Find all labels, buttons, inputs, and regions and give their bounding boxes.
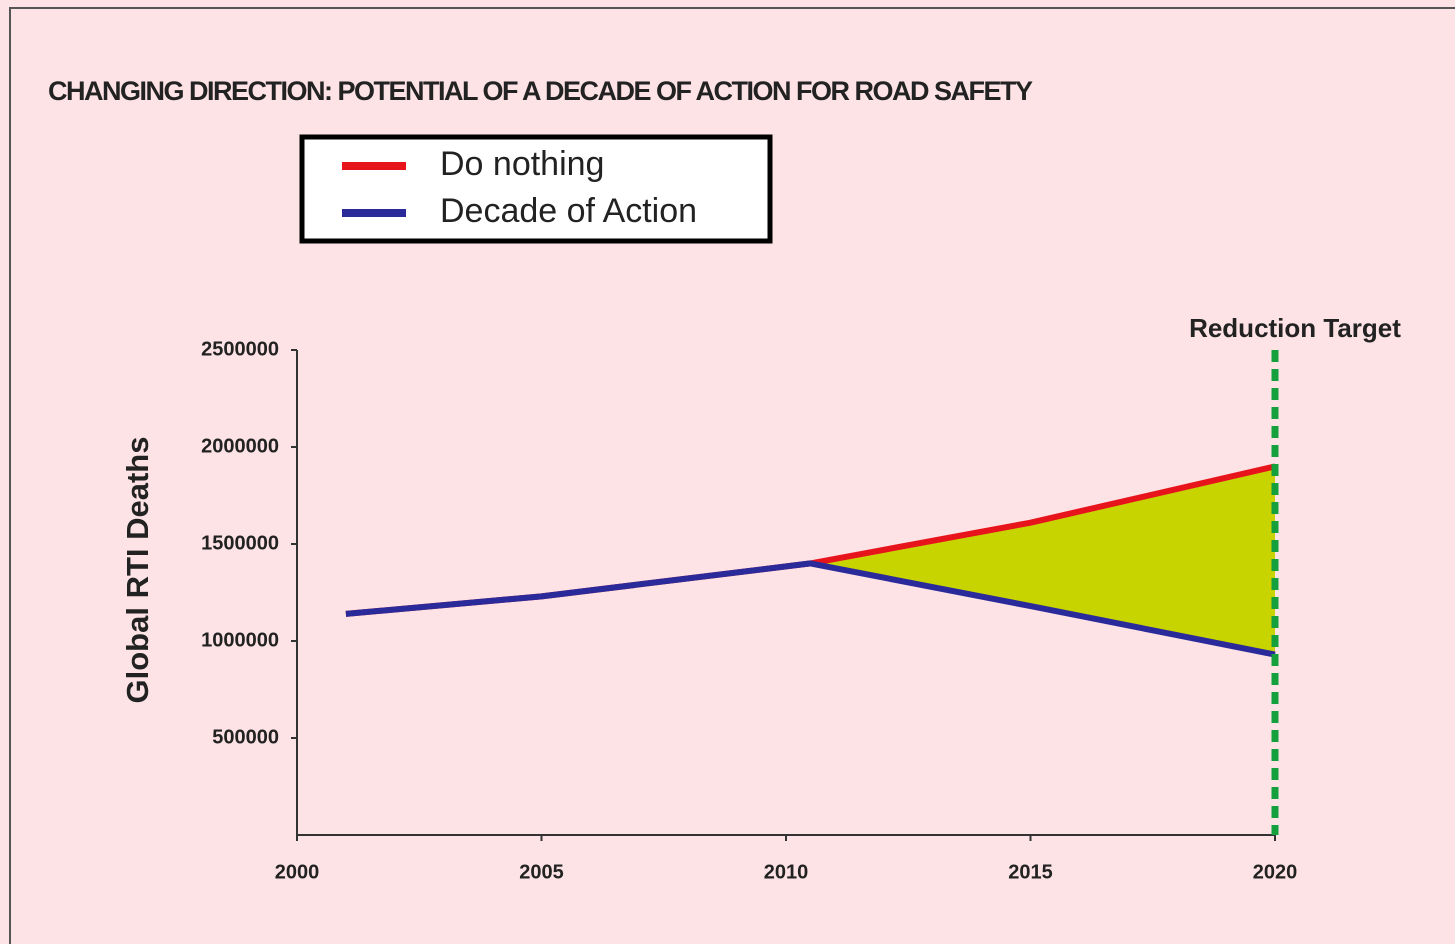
series-line [345, 560, 1276, 658]
x-tick-label: 2000 [275, 861, 320, 883]
y-tick-label: 2000000 [201, 435, 279, 457]
x-tick-label: 2020 [1253, 861, 1298, 883]
reference-label: Reduction Target [1189, 313, 1401, 343]
legend [299, 134, 773, 244]
legend-label: Do nothing [440, 145, 604, 183]
y-tick-label: 1500000 [201, 532, 279, 554]
y-tick-label: 500000 [212, 726, 279, 748]
chart-title: CHANGING DIRECTION: POTENTIAL OF A DECAD… [48, 76, 1033, 106]
y-axis-label: Global RTI Deaths [120, 437, 155, 704]
y-tick-label: 2500000 [201, 338, 279, 360]
x-tick-label: 2015 [1008, 861, 1053, 883]
legend-label: Decade of Action [440, 192, 697, 230]
x-tick-label: 2005 [519, 861, 564, 883]
x-tick-label: 2010 [764, 861, 809, 883]
y-tick-label: 1000000 [201, 629, 279, 651]
